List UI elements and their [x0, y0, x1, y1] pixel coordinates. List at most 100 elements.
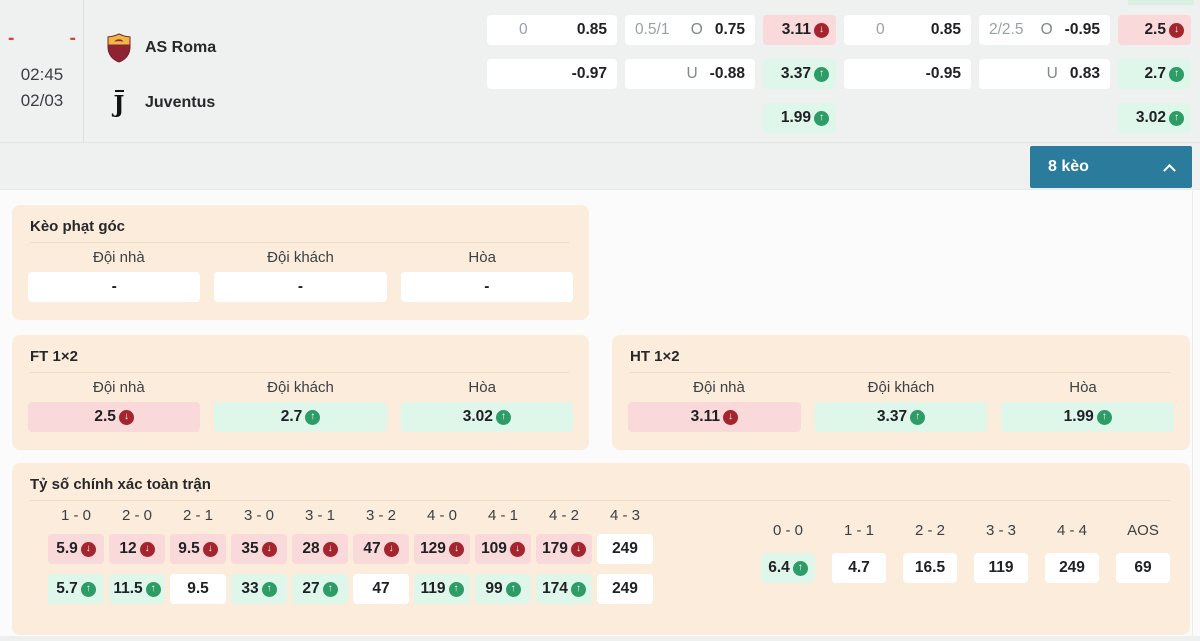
score-odds[interactable]: 119 [974, 553, 1028, 583]
trend-up-icon [910, 409, 926, 425]
divider [30, 372, 569, 373]
score-column: 3 - 2 47 47 [353, 505, 409, 604]
score-odds[interactable]: 179 [536, 534, 592, 564]
trend-down-icon [1169, 22, 1184, 38]
match-row: - - 02:45 02/03 AS Roma [0, 0, 1200, 143]
score-odds[interactable]: 129 [414, 534, 470, 564]
ht-home-odds[interactable]: 3.11 [628, 402, 801, 432]
odds-value: 0.85 [576, 21, 607, 38]
odds-value: 3.37 [780, 65, 811, 82]
score-odds[interactable]: 99 [475, 574, 531, 604]
under-odds[interactable]: U -0.88 [625, 59, 755, 89]
corner-odds-panel: Kèo phạt góc Đội nhà Đội khách Hòa - - - [12, 205, 589, 320]
away-win-odds[interactable]: 3.37 [763, 59, 836, 89]
odds-value: 109 [481, 540, 507, 557]
score-odds[interactable]: 6.4 [761, 553, 815, 583]
empty-cell [625, 103, 755, 133]
odds-value: 2.5 [94, 408, 116, 425]
odds-value: 27 [302, 580, 320, 597]
score-column: 2 - 2 16.5 [903, 520, 957, 604]
score-odds[interactable]: 12 [109, 534, 165, 564]
ht-draw-odds[interactable]: 1.99 [1001, 402, 1175, 432]
draw-odds[interactable]: 1.99 [763, 103, 836, 133]
score-odds[interactable]: 4.7 [832, 553, 886, 583]
score-odds[interactable]: 109 [475, 534, 531, 564]
ht-1x2-panel: HT 1×2 Đội nhà Đội khách Hòa 3.11 3.37 1… [612, 335, 1190, 450]
odds-value: 2.7 [1144, 65, 1166, 82]
handicap-away-odds[interactable]: -0.95 [844, 59, 971, 89]
score-odds[interactable]: 249 [597, 574, 653, 604]
draw-score-columns: 0 - 0 6.4 1 - 1 4.7 2 - 2 16.5 3 - 3 119… [761, 505, 1170, 604]
score-odds[interactable]: 47 [353, 574, 409, 604]
draw-odds[interactable]: 3.02 [1118, 103, 1191, 133]
odds-grid: 0 0.85 -0.97 0.5/1 O 0.75 [487, 15, 1191, 133]
correct-score-panel: Tỷ số chính xác toàn trận 1 - 0 5.9 5.7 … [12, 463, 1190, 635]
score-odds[interactable]: 11.5 [109, 574, 165, 604]
score-odds[interactable]: 28 [292, 534, 348, 564]
odds-value: 11.5 [113, 580, 143, 597]
markets-toggle-button[interactable]: 8 kèo [1030, 146, 1192, 188]
corner-home-odds[interactable]: - [28, 272, 201, 302]
score-column: 4 - 2 179 174 [536, 505, 592, 604]
column-headers: Đội nhà Đội khách Hòa [28, 249, 573, 266]
column-headers: Đội nhà Đội khách Hòa [28, 379, 573, 396]
ft-draw-odds[interactable]: 3.02 [400, 402, 573, 432]
trend-up-icon [792, 560, 808, 576]
trend-up-icon [1169, 66, 1184, 82]
score-odds[interactable]: 249 [597, 534, 653, 564]
trend-down-icon [509, 541, 525, 557]
score-odds[interactable]: 33 [231, 574, 287, 604]
score-odds[interactable]: 69 [1116, 553, 1170, 583]
trend-up-icon [505, 581, 521, 597]
trend-up-icon [261, 581, 277, 597]
odds-value: 0.75 [714, 21, 745, 38]
odds-value: 47 [363, 540, 381, 557]
odds-value: 3.11 [690, 408, 720, 425]
handicap-line: 0 [519, 21, 528, 38]
divider [630, 372, 1170, 373]
match-time: 02:45 [20, 65, 64, 84]
score-odds[interactable]: 174 [536, 574, 592, 604]
score-odds[interactable]: 27 [292, 574, 348, 604]
handicap-home-odds[interactable]: 0 0.85 [844, 15, 971, 45]
odds-value: 129 [420, 540, 446, 557]
home-team-row[interactable]: AS Roma [106, 33, 216, 63]
ft-away-odds[interactable]: 2.7 [214, 402, 387, 432]
corner-draw-odds[interactable]: - [400, 272, 573, 302]
ft-home-odds[interactable]: 2.5 [28, 402, 201, 432]
score-odds[interactable]: 9.5 [170, 574, 226, 604]
score-odds[interactable]: 16.5 [903, 553, 957, 583]
away-win-odds[interactable]: 2.7 [1118, 59, 1191, 89]
trend-down-icon [383, 541, 399, 557]
odds-value: 3.11 [781, 21, 811, 38]
draw-header: Hòa [468, 249, 496, 266]
score-odds[interactable]: 5.9 [48, 534, 104, 564]
home-win-odds[interactable]: 2.5 [1118, 15, 1191, 45]
juventus-logo-icon: J [113, 89, 125, 118]
odds-value: 3.02 [462, 408, 493, 425]
score-odds[interactable]: 249 [1045, 553, 1099, 583]
score-odds[interactable]: 5.7 [48, 574, 104, 604]
score-odds[interactable]: 35 [231, 534, 287, 564]
over-odds[interactable]: 0.5/1 O 0.75 [625, 15, 755, 45]
odds-value: 0.83 [1069, 65, 1100, 82]
ht-away-odds[interactable]: 3.37 [814, 402, 988, 432]
draw-header: Hòa [1069, 379, 1097, 396]
divider [30, 242, 569, 243]
score-odds[interactable]: 47 [353, 534, 409, 564]
handicap-away-odds[interactable]: -0.97 [487, 59, 617, 89]
handicap-home-odds[interactable]: 0 0.85 [487, 15, 617, 45]
score-odds[interactable]: 9.5 [170, 534, 226, 564]
away-team-row[interactable]: J Juventus [106, 88, 215, 118]
over-odds[interactable]: 2/2.5 O -0.95 [979, 15, 1110, 45]
odds-value: - [484, 278, 490, 295]
score-odds[interactable]: 119 [414, 574, 470, 604]
score-column: 3 - 1 28 27 [292, 505, 348, 604]
under-odds[interactable]: U 0.83 [979, 59, 1110, 89]
home-win-odds[interactable]: 3.11 [763, 15, 836, 45]
trend-down-icon [139, 541, 155, 557]
corner-away-odds[interactable]: - [214, 272, 387, 302]
empty-cell [844, 103, 971, 133]
goal-line: 0.5/1 [635, 21, 670, 38]
